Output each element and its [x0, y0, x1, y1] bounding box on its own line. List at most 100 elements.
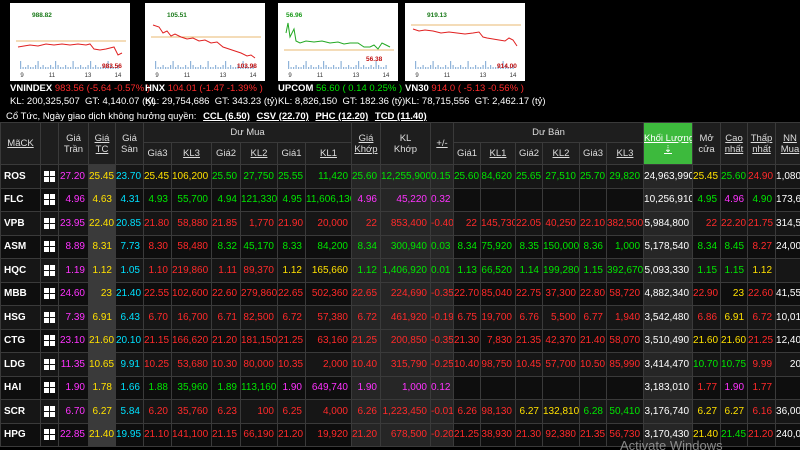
detail-cell[interactable] [40, 422, 59, 447]
header-high[interactable]: Cao nhất [720, 122, 749, 165]
detail-cell[interactable] [40, 187, 59, 212]
header-ask-vol3[interactable]: KL3 [605, 142, 645, 165]
stock-symbol[interactable]: MBB [0, 281, 41, 306]
grid-icon[interactable] [44, 335, 55, 347]
detail-cell[interactable] [40, 375, 59, 400]
header-ask-vol2[interactable]: KL2 [542, 142, 580, 165]
index-chart[interactable]: 56.96 56.38 9 11 13 14 [278, 3, 398, 81]
high-price: 25.60 [720, 164, 749, 189]
ask-vol1: 145,730 [480, 211, 516, 236]
floor-price: 6.43 [115, 305, 144, 330]
index-change: (-1.47 [199, 83, 225, 94]
table-row[interactable]: VPB 23.95 22.40 20.85 21.80 58,880 21.85 1,770 2… [0, 211, 800, 236]
ask-vol2: 92,380 [542, 422, 580, 447]
stock-symbol[interactable]: VPB [0, 211, 41, 236]
dividend-item-csv[interactable]: CSV (22.70) [256, 111, 309, 122]
detail-cell[interactable] [40, 234, 59, 259]
detail-cell[interactable] [40, 258, 59, 283]
header-ask-vol1[interactable]: KL1 [480, 142, 516, 165]
stock-symbol[interactable]: ROS [0, 164, 41, 189]
low-price: 6.72 [747, 305, 777, 330]
detail-cell[interactable] [40, 164, 59, 189]
grid-icon[interactable] [44, 311, 55, 323]
header-low[interactable]: Thấp nhất [747, 122, 777, 165]
stock-symbol[interactable]: ASM [0, 234, 41, 259]
table-row[interactable]: ROS 27.20 25.45 23.70 25.45 106,200 25.50 27,75… [0, 164, 800, 189]
ask-price3: 8.36 [579, 234, 607, 259]
header-bid-vol1[interactable]: KL1 [305, 142, 352, 165]
bid-price3: 4.93 [143, 187, 172, 212]
stock-symbol[interactable]: CTG [0, 328, 41, 353]
stock-symbol[interactable]: SCR [0, 399, 41, 424]
index-summary: UPCOM 56.60 ( 0.14 0.25% ) [278, 83, 402, 94]
stock-symbol[interactable]: HAI [0, 375, 41, 400]
table-row[interactable]: LDG 11.35 10.65 9.91 10.25 53,680 10.30 80,000 1… [0, 352, 800, 377]
header-change[interactable]: +/- [430, 122, 454, 165]
stock-symbol[interactable]: HQC [0, 258, 41, 283]
index-chart-low: 914.00 [497, 63, 517, 70]
grid-icon[interactable] [44, 217, 55, 229]
detail-cell[interactable] [40, 281, 59, 306]
detail-cell[interactable] [40, 328, 59, 353]
table-row[interactable]: HAI 1.90 1.78 1.66 1.88 35,960 1.89 113,160 1.90… [0, 375, 800, 400]
table-row[interactable]: ASM 8.89 8.31 7.73 8.30 58,480 8.32 45,170 8.33 8… [0, 234, 800, 259]
ask-vol2 [542, 375, 580, 400]
grid-icon[interactable] [44, 264, 55, 276]
change: -0.19 [430, 305, 454, 330]
header-match-price[interactable]: Giá Khớp [351, 122, 381, 165]
dividend-item-tcd[interactable]: TCD (11.40) [374, 111, 427, 122]
detail-cell[interactable] [40, 399, 59, 424]
stock-symbol[interactable]: LDG [0, 352, 41, 377]
header-bid-vol2[interactable]: KL2 [240, 142, 278, 165]
index-kl: 8,826,150 [294, 96, 338, 107]
stock-symbol[interactable]: HSG [0, 305, 41, 330]
dividend-item-phc[interactable]: PHC (12.20) [315, 111, 369, 122]
dividend-item-ccl[interactable]: CCL (6.50) [203, 111, 250, 122]
index-value: 56.60 [316, 83, 340, 94]
table-row[interactable]: HQC 1.19 1.12 1.05 1.10 219,860 1.11 89,370 1.12… [0, 258, 800, 283]
grid-icon[interactable] [44, 358, 55, 370]
grid-icon[interactable] [44, 170, 55, 182]
index-volume: KL: 8,826,150 GT: 182.36 (tỷ) [278, 96, 405, 107]
header-symbol[interactable]: MãCK [0, 122, 41, 165]
grid-icon[interactable] [44, 288, 55, 300]
grid-icon[interactable] [44, 405, 55, 417]
table-row[interactable]: MBB 24.60 23 21.40 22.55 102,600 22.60 279,860 2… [0, 281, 800, 306]
bid-vol1: 11,606,130 [305, 187, 352, 212]
high-price: 10.75 [720, 352, 749, 377]
bid-vol1: 649,740 [305, 375, 352, 400]
header-foreign-buy[interactable]: NN Mua [775, 122, 800, 165]
change: -0.35 [430, 328, 454, 353]
grid-icon[interactable] [44, 194, 55, 206]
detail-cell[interactable] [40, 352, 59, 377]
grid-icon[interactable] [44, 429, 55, 441]
table-row[interactable]: HSG 7.39 6.91 6.43 6.70 16,700 6.71 82,500 6.72 5… [0, 305, 800, 330]
ask-vol2: 42,370 [542, 328, 580, 353]
header-total-volume[interactable]: Khối Lượng ⇣ [643, 122, 694, 165]
foreign-buy [775, 375, 800, 400]
index-chart[interactable]: 105.51 103.98 9 11 13 14 [145, 3, 265, 81]
index-chart[interactable]: 988.82 983.56 9 11 13 14 [10, 3, 130, 81]
header-bid-vol3[interactable]: KL3 [171, 142, 212, 165]
detail-cell[interactable] [40, 211, 59, 236]
index-chart-tick: 13 [85, 73, 92, 79]
high-price: 21.60 [720, 328, 749, 353]
grid-icon[interactable] [44, 382, 55, 394]
table-row[interactable]: CTG 23.10 21.60 20.10 21.15 166,620 21.20 181,1… [0, 328, 800, 353]
detail-cell[interactable] [40, 305, 59, 330]
grid-icon[interactable] [44, 241, 55, 253]
header-reference[interactable]: Giá TC [88, 122, 116, 165]
stock-symbol[interactable]: FLC [0, 187, 41, 212]
table-row[interactable]: HPG 22.85 21.40 19.95 21.10 141,100 21.15 66,19… [0, 422, 800, 447]
table-row[interactable]: FLC 4.96 4.63 4.31 4.93 55,700 4.94 121,330 4.95… [0, 187, 800, 212]
ask-vol1 [480, 187, 516, 212]
reference-price: 4.63 [88, 187, 116, 212]
stock-symbol[interactable]: HPG [0, 422, 41, 447]
floor-price: 23.70 [115, 164, 144, 189]
index-chart[interactable]: 919.13 914.00 9 11 13 14 [405, 3, 525, 81]
index-chart-tick: 11 [444, 73, 451, 79]
ask-price1: 21.30 [453, 328, 481, 353]
bid-price2: 4.94 [211, 187, 241, 212]
open-price: 6.27 [692, 399, 722, 424]
table-row[interactable]: SCR 6.70 6.27 5.84 6.20 35,760 6.23 100 6.25 4,00… [0, 399, 800, 424]
